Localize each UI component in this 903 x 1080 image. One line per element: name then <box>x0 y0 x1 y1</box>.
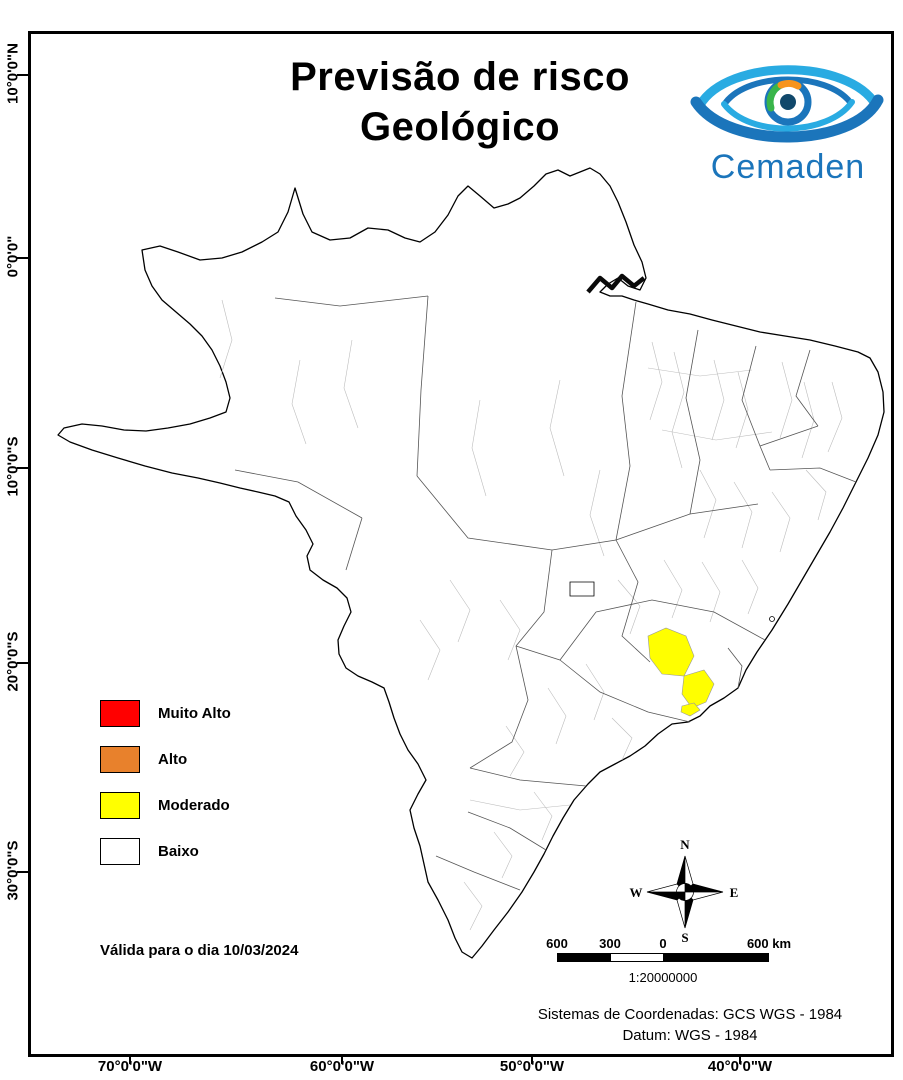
compass-east-label: E <box>730 885 739 900</box>
scale-label-600-right: 600 km <box>746 936 792 951</box>
compass-rose-icon: N S W E <box>630 837 739 944</box>
legend-item-alto: Alto <box>100 746 231 773</box>
axis-tick <box>341 1054 343 1064</box>
legend-item-muito-alto: Muito Alto <box>100 700 231 727</box>
scale-label-0: 0 <box>659 936 667 951</box>
legend-swatch-alto <box>100 746 140 773</box>
amazon-mouth-detail <box>586 273 646 294</box>
state-boundaries <box>234 295 857 891</box>
legend-swatch-moderado <box>100 792 140 819</box>
lon-label-60w: 60°0'0"W <box>309 1058 375 1075</box>
legend-label-baixo: Baixo <box>158 843 199 860</box>
axis-tick <box>17 871 28 873</box>
compass-south-label: S <box>681 930 688 944</box>
legend-swatch-baixo <box>100 838 140 865</box>
axis-tick <box>17 662 28 664</box>
page-title: Previsão de risco Geológico <box>160 52 760 152</box>
validity-date: Válida para o dia 10/03/2024 <box>100 942 299 959</box>
legend-label-muito-alto: Muito Alto <box>158 705 231 722</box>
axis-tick <box>739 1054 741 1064</box>
risk-region-moderado-3 <box>680 702 701 717</box>
lon-label-40w: 40°0'0"W <box>707 1058 773 1075</box>
legend-item-baixo: Baixo <box>100 838 231 865</box>
coordinate-system-note: Sistemas de Coordenadas: GCS WGS - 1984 … <box>490 1004 890 1046</box>
scale-label-600-left: 600 <box>546 936 568 951</box>
axis-tick <box>531 1054 533 1064</box>
page-title-line2: Geológico <box>359 105 561 149</box>
scale-ratio: 1:20000000 <box>628 970 698 985</box>
scale-bar-graphic <box>557 953 769 962</box>
coordinate-system-line2: Datum: WGS - 1984 <box>622 1027 758 1044</box>
compass-north-label: N <box>680 837 690 852</box>
compass-west-label: W <box>630 885 643 900</box>
legend-label-moderado: Moderado <box>158 797 230 814</box>
axis-tick <box>129 1054 131 1064</box>
risk-regions-moderado <box>647 627 715 717</box>
axis-tick <box>17 74 28 76</box>
lon-label-70w: 70°0'0"W <box>97 1058 163 1075</box>
legend-label-alto: Alto <box>158 751 188 768</box>
risk-region-moderado-1 <box>647 627 695 677</box>
cemaden-eye-icon <box>690 65 884 143</box>
legend-item-moderado: Moderado <box>100 792 231 819</box>
legend: Muito Alto Alto Moderado Baixo <box>100 700 231 884</box>
lon-label-50w: 50°0'0"W <box>499 1058 565 1075</box>
axis-tick <box>17 257 28 259</box>
map-frame <box>28 31 894 1057</box>
scale-label-300: 300 <box>599 936 621 951</box>
axis-tick <box>17 467 28 469</box>
coordinate-system-line1: Sistemas de Coordenadas: GCS WGS - 1984 <box>537 1006 843 1023</box>
risk-region-moderado-2 <box>681 669 715 709</box>
coastal-island <box>769 616 775 622</box>
legend-swatch-muito-alto <box>100 700 140 727</box>
cemaden-logo: Cemaden <box>688 50 888 195</box>
page-title-line1: Previsão de risco <box>290 55 630 99</box>
municipal-boundaries <box>219 299 843 931</box>
scale-bar: 600 300 0 600 km 1:20000000 <box>546 936 791 988</box>
cemaden-logo-text: Cemaden <box>710 148 866 186</box>
